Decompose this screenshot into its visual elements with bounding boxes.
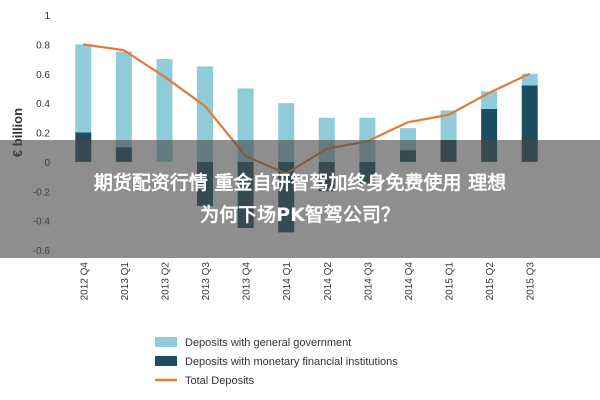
y-tick-label: 1 (44, 11, 50, 22)
legend-swatch (155, 356, 177, 366)
x-tick-label: 2012 Q4 (79, 262, 90, 301)
x-tick-label: 2013 Q2 (160, 262, 171, 301)
headline-line-2: 为何下场PK智驾公司？ (200, 204, 400, 226)
x-tick-label: 2013 Q3 (201, 262, 212, 301)
legend-label: Deposits with monetary financial institu… (185, 356, 398, 368)
legend-swatch (155, 337, 177, 347)
x-tick-label: 2013 Q1 (120, 262, 131, 301)
bar-general-government (440, 110, 457, 140)
y-tick-label: 0.4 (36, 99, 50, 110)
headline-banner[interactable]: 期货配资行情 重金自研智驾加终身免费使用 理想 为何下场PK智驾公司？ (0, 140, 600, 258)
bar-general-government (156, 59, 173, 162)
x-tick-label: 2015 Q1 (445, 262, 456, 301)
x-tick-label: 2013 Q4 (242, 262, 253, 301)
x-tick-label: 2015 Q2 (485, 262, 496, 301)
bar-general-government (75, 44, 92, 133)
y-tick-label: 0.2 (36, 129, 50, 140)
x-tick-label: 2015 Q3 (526, 262, 537, 301)
bar-general-government (521, 73, 538, 86)
y-tick-label: 0.6 (36, 70, 50, 81)
bar-general-government (197, 66, 214, 162)
legend-label: Total Deposits (185, 375, 255, 387)
legend-label: Deposits with general government (185, 337, 351, 349)
headline-line-1: 期货配资行情 重金自研智驾加终身免费使用 理想 (93, 172, 507, 194)
x-tick-label: 2014 Q4 (404, 262, 415, 301)
x-tick-label: 2014 Q3 (363, 262, 374, 301)
x-tick-label: 2014 Q2 (323, 262, 334, 301)
bar-general-government (115, 51, 132, 148)
x-tick-label: 2014 Q1 (282, 262, 293, 301)
y-tick-label: 0.8 (36, 40, 50, 51)
